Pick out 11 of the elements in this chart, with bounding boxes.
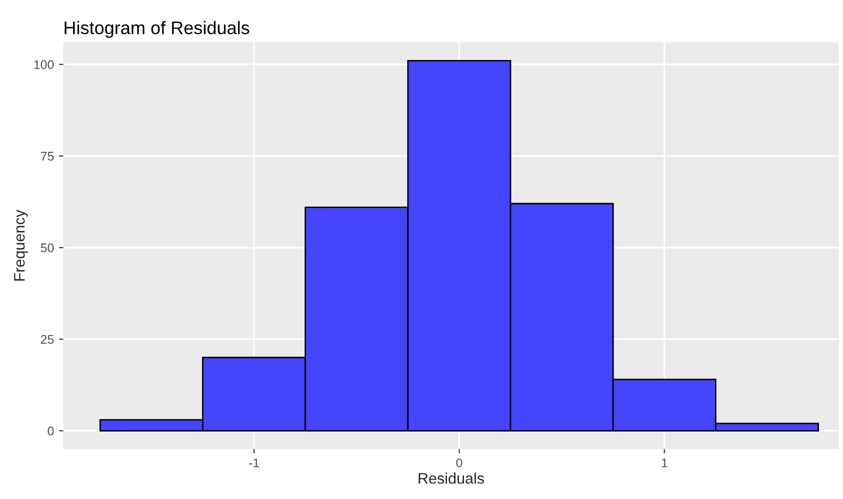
y-tick-label: 100 [34,60,54,70]
x-tick-label: -1 [249,458,259,468]
y-tick-label: 75 [40,152,54,161]
x-tick-label: 1 [662,458,668,468]
y-axis-title: Frequency [14,210,28,281]
x-tick-label: 0 [456,458,462,468]
x-axis-title: Residuals [418,472,484,484]
y-tick-label: 0 [48,426,54,436]
chart-title: Histogram of Residuals [64,20,250,38]
y-tick-label: 25 [40,334,54,344]
y-tick-label: 50 [40,243,54,252]
